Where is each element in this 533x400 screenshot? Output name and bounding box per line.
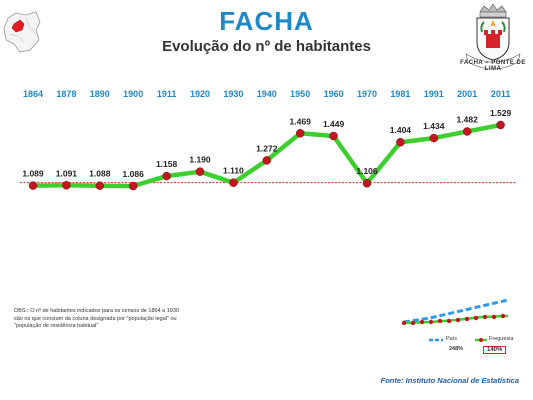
year-label: 2001 (457, 89, 477, 99)
data-point (462, 127, 472, 136)
legend-label-pais: País (446, 336, 458, 342)
data-point (496, 120, 505, 130)
data-label: 1.529 (490, 108, 512, 118)
data-label: 1.272 (256, 143, 278, 153)
year-label: 1950 (290, 89, 310, 99)
data-point (329, 131, 338, 141)
data-label: 1.434 (423, 121, 445, 131)
data-point (95, 181, 105, 190)
data-point (262, 156, 272, 165)
data-label: 1.158 (156, 159, 178, 169)
locator-map-icon (3, 11, 41, 53)
population-chart: 1864 1878 1890 1900 1911 1920 1930 1940 1950 1960… (20, 89, 516, 342)
data-point (396, 137, 405, 147)
census-note: OBS.: O nº de habitantes indicados para … (14, 308, 179, 329)
coat-of-arms-icon (465, 3, 521, 70)
data-label: 1.089 (22, 169, 44, 179)
year-label: 1930 (223, 89, 243, 99)
data-point (162, 171, 171, 181)
data-label: 1.190 (189, 155, 211, 165)
data-label: 1.449 (323, 119, 345, 129)
year-label: 1960 (324, 89, 344, 99)
data-point (62, 181, 71, 190)
year-label: 2011 (491, 89, 511, 99)
data-label: 1.469 (290, 116, 312, 126)
year-label: 1981 (390, 89, 410, 99)
data-point (229, 178, 238, 187)
data-label: 1.091 (56, 168, 78, 178)
year-label: 1911 (157, 89, 177, 99)
year-label: 1991 (424, 89, 444, 99)
year-label: 1864 (23, 89, 43, 99)
mini-comparison-chart (401, 298, 509, 342)
data-label: 1.086 (123, 169, 145, 179)
data-point (429, 133, 439, 143)
data-label: 1.088 (89, 169, 111, 179)
year-axis: 1864 1878 1890 1900 1911 1920 1930 1940 1950 1960… (23, 89, 510, 99)
year-label: 1890 (90, 89, 110, 99)
data-point (195, 167, 205, 176)
page-title: FACHA (219, 6, 314, 36)
data-label: 1.482 (457, 114, 479, 124)
year-label: 1940 (257, 89, 277, 99)
data-point (295, 129, 305, 138)
year-label: 1970 (357, 89, 377, 99)
pais-change-label: 248% (449, 346, 464, 352)
page-subtitle: Evolução do nº de habitantes (162, 38, 371, 55)
data-point (28, 181, 38, 190)
legend-label-freguesia: Freguesia (489, 336, 514, 342)
data-source: Fonte: Instituto Nacional de Estatística (380, 376, 519, 385)
data-point (128, 181, 138, 191)
year-label: 1920 (190, 89, 210, 99)
population-value-labels: 1.089 1.091 1.088 1.086 1.158 1.190 1.110 1.272… (22, 108, 511, 179)
data-point (362, 178, 372, 188)
year-label: 1900 (123, 89, 143, 99)
data-label: 1.110 (223, 166, 244, 176)
data-label: 1.106 (356, 166, 378, 176)
year-label: 1878 (56, 89, 76, 99)
data-label: 1.404 (390, 125, 412, 135)
coat-of-arms-label: FACHA – PONTE DE LIMA (460, 60, 526, 72)
freguesia-change-badge: 140% (483, 346, 507, 354)
population-markers (28, 120, 505, 191)
